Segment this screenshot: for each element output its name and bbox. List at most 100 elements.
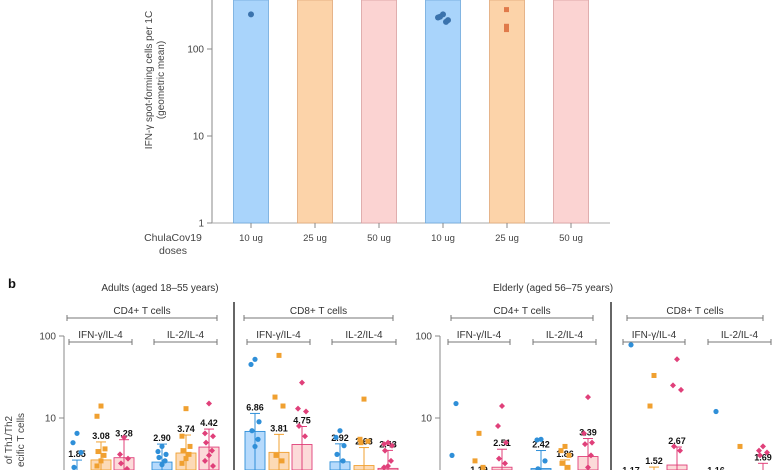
y-tick-label: 10 xyxy=(421,414,433,425)
data-point xyxy=(159,443,165,450)
y-tick-label: 100 xyxy=(415,332,432,343)
data-point xyxy=(70,440,76,446)
data-point xyxy=(179,460,185,466)
data-point xyxy=(713,408,719,415)
data-point xyxy=(280,403,286,409)
data-point xyxy=(256,419,262,425)
cell-type-title: CD8+ T cells xyxy=(290,306,347,317)
data-label: 3.81 xyxy=(270,423,288,433)
group-title: Adults (aged 18–55 years) xyxy=(101,283,218,294)
ratio-title: IL-2/IL-4 xyxy=(167,330,205,341)
data-label: 3.28 xyxy=(115,429,133,439)
data-point xyxy=(476,430,482,436)
x-tick-label: 50 ug xyxy=(559,233,583,244)
data-point xyxy=(496,455,502,462)
data-point xyxy=(504,27,509,33)
data-point xyxy=(125,455,131,462)
data-point xyxy=(628,342,634,348)
data-point xyxy=(480,464,486,470)
data-point xyxy=(389,442,395,449)
x-tick-label: 25 ug xyxy=(303,233,327,244)
data-point xyxy=(534,437,540,443)
data-point xyxy=(183,456,189,462)
data-label: 1.69 xyxy=(754,452,772,462)
data-point xyxy=(581,430,587,437)
bar xyxy=(489,0,525,224)
data-point xyxy=(756,447,762,454)
cell-type-title: CD8+ T cells xyxy=(666,306,723,317)
data-point xyxy=(159,462,165,468)
data-label: 3.74 xyxy=(177,424,195,434)
data-point xyxy=(78,449,84,456)
data-point xyxy=(535,466,541,470)
data-point xyxy=(382,447,388,454)
data-point xyxy=(443,18,449,25)
data-point xyxy=(186,451,192,457)
data-point xyxy=(333,434,339,440)
data-point xyxy=(340,458,346,464)
data-point xyxy=(98,403,104,409)
data-point xyxy=(252,443,258,450)
data-point xyxy=(760,443,766,450)
data-label: 6.86 xyxy=(246,402,264,412)
data-point xyxy=(542,458,548,464)
x-axis-title: ChulaCov19 xyxy=(144,232,202,244)
bar xyxy=(233,0,269,224)
data-point xyxy=(202,457,208,464)
data-point xyxy=(503,439,509,446)
data-label: 1.19 xyxy=(470,465,488,470)
bar xyxy=(553,0,589,224)
bar xyxy=(425,0,461,224)
data-point xyxy=(206,400,212,407)
data-point xyxy=(588,452,594,459)
ratio-title: IFN-γ/IL-4 xyxy=(78,330,123,341)
data-point xyxy=(562,443,568,449)
data-point xyxy=(210,433,216,440)
data-point xyxy=(565,464,571,470)
bar xyxy=(297,0,333,224)
data-point xyxy=(117,451,123,458)
group-title: Elderly (aged 56–75 years) xyxy=(493,283,613,294)
data-point xyxy=(388,457,394,464)
data-point xyxy=(156,454,162,461)
data-label: 2.67 xyxy=(668,436,686,446)
data-point xyxy=(299,379,305,386)
data-point xyxy=(589,439,595,446)
data-point xyxy=(357,436,363,442)
data-label: 1.52 xyxy=(645,456,663,466)
x-tick-label: 25 ug xyxy=(495,233,519,244)
data-point xyxy=(102,446,108,452)
x-axis-title-line2: doses xyxy=(159,245,187,257)
data-point xyxy=(124,465,130,470)
data-point xyxy=(209,447,215,454)
data-point xyxy=(162,458,168,464)
data-point xyxy=(118,460,124,467)
data-point xyxy=(121,434,127,441)
data-point xyxy=(647,403,653,409)
data-point xyxy=(187,443,193,449)
data-point xyxy=(585,394,591,401)
data-point xyxy=(98,458,104,464)
data-point xyxy=(678,386,684,393)
panel-b-chart: b of Th1/Th2 ecific T cells Adults (aged 18… xyxy=(4,276,772,470)
x-tick-label: 10 ug xyxy=(431,233,455,244)
y-tick-label: 10 xyxy=(193,132,205,143)
data-point xyxy=(296,422,302,429)
data-point xyxy=(671,443,677,450)
data-point xyxy=(94,413,100,419)
cell-type-title: CD4+ T cells xyxy=(113,306,170,317)
data-point xyxy=(381,441,387,448)
data-point xyxy=(255,436,261,442)
data-point xyxy=(361,396,367,402)
y-axis-title: IFN-γ spot-forming cells per 1C xyxy=(144,11,155,149)
ratio-title: IL-2/IL-4 xyxy=(345,330,383,341)
y-axis-title: of Th1/Th2 xyxy=(4,415,15,464)
data-point xyxy=(504,7,509,13)
data-point xyxy=(337,428,343,434)
panel-a-chart: 1 10 100 IFN-γ spot-forming cells per 1C (ge… xyxy=(144,0,610,257)
data-point xyxy=(381,464,387,470)
y-tick-label: 100 xyxy=(187,45,204,56)
bar xyxy=(361,0,397,224)
data-point xyxy=(272,394,278,400)
y-tick-label: 1 xyxy=(198,219,204,230)
